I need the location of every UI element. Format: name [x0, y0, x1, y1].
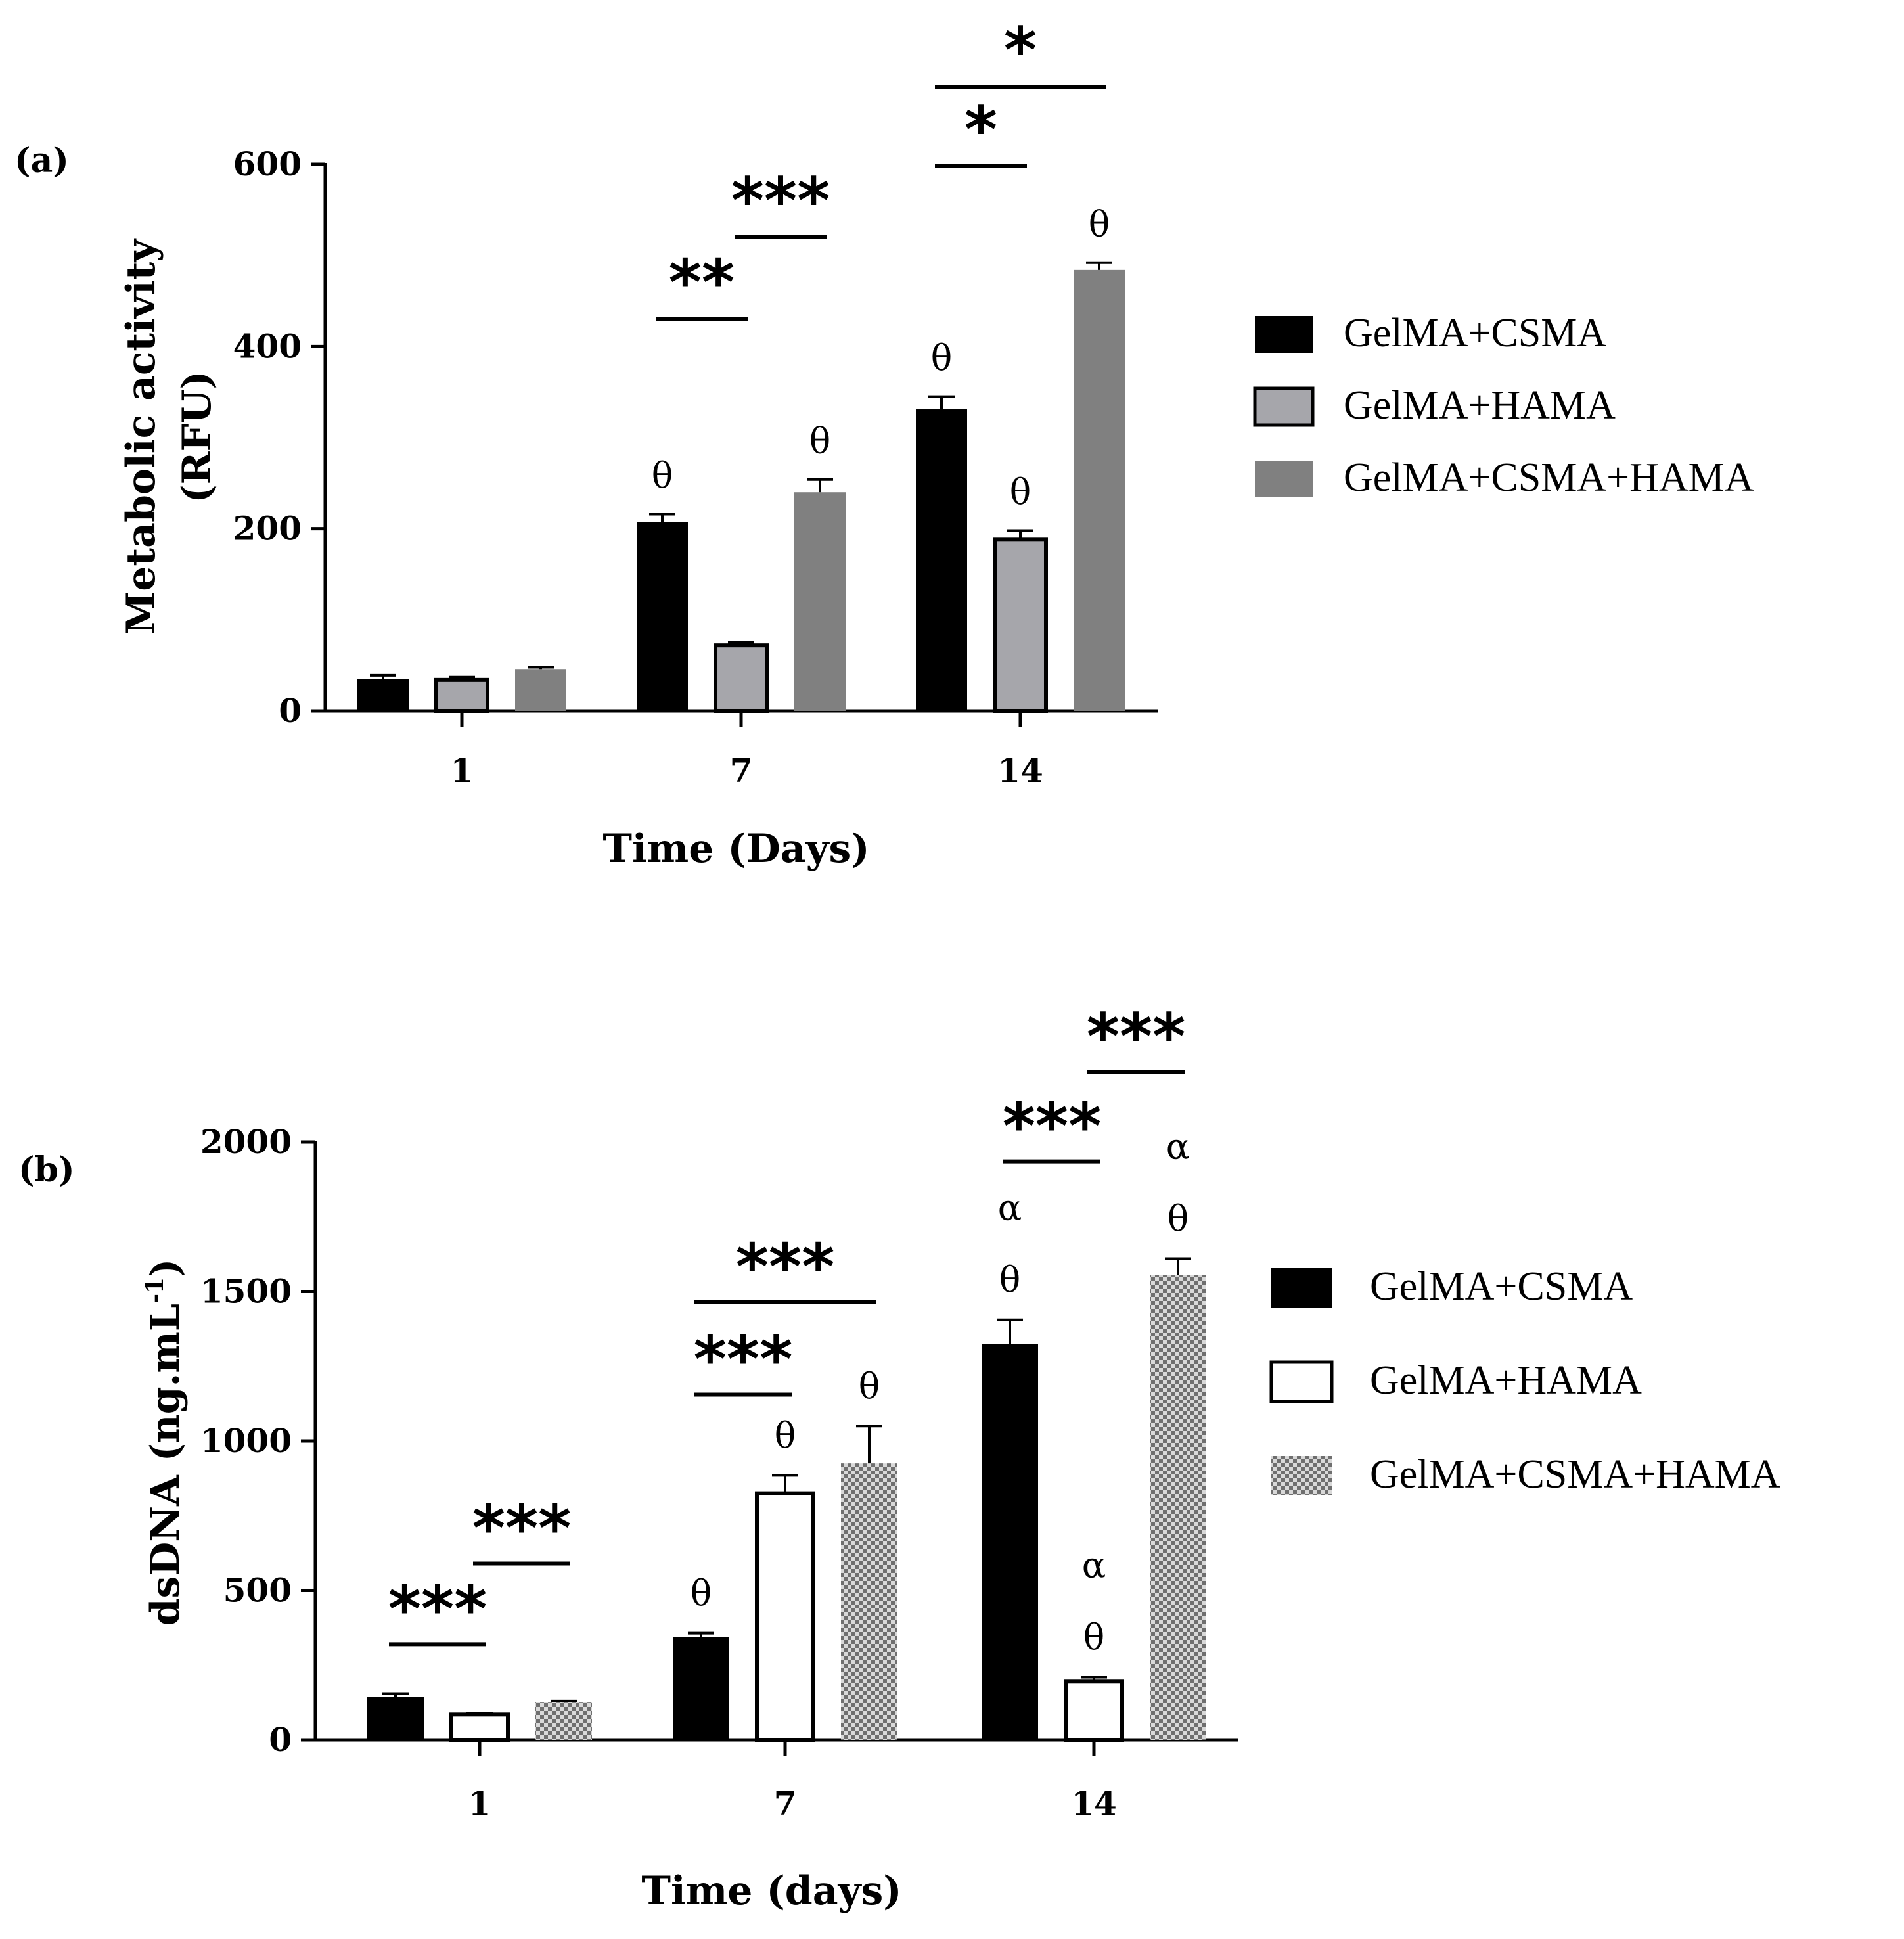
theta-mark: θ — [652, 455, 673, 496]
bar — [673, 1637, 729, 1740]
bar — [993, 537, 1048, 713]
legend-swatch — [1255, 461, 1313, 497]
legend-label: GelMA+CSMA+HAMA — [1370, 1452, 1780, 1497]
theta-mark: θ — [1083, 1616, 1105, 1658]
bar — [755, 1491, 815, 1742]
significance-label: * — [1004, 14, 1037, 87]
panel-label: (b) — [18, 1150, 75, 1190]
legend: GelMA+CSMA GelMA+HAMA GelMA+CSMA+HAMA — [1253, 311, 1754, 500]
x-tick-label: 1 — [468, 1784, 491, 1823]
panel-a: (a) 0 200 400 600 1 7 14 Time (Days) Metabolic ac… — [14, 14, 1754, 872]
bar — [1150, 1275, 1206, 1740]
y-tick-label: 2000 — [200, 1122, 292, 1161]
x-tick-label: 7 — [774, 1784, 797, 1823]
theta-mark: θ — [775, 1415, 796, 1456]
legend-label: GelMA+CSMA+HAMA — [1344, 455, 1754, 500]
significance-label: *** — [731, 164, 830, 238]
significance-label: *** — [694, 1323, 793, 1396]
alpha-mark: α — [1166, 1126, 1190, 1167]
legend: GelMA+CSMA GelMA+HAMA GelMA+CSMA+HAMA — [1269, 1264, 1780, 1497]
theta-mark: θ — [809, 421, 831, 462]
y-tick-label: 1500 — [200, 1272, 292, 1311]
y-tick-label: 400 — [233, 327, 302, 365]
alpha-mark: α — [998, 1187, 1022, 1229]
alpha-mark: α — [1082, 1544, 1106, 1585]
legend-swatch — [1269, 1360, 1334, 1403]
bar — [515, 669, 566, 711]
bar — [449, 1712, 510, 1742]
legend-swatch — [1255, 316, 1313, 353]
bar — [1064, 1679, 1124, 1742]
y-tick-label: 1000 — [200, 1421, 292, 1460]
bar — [841, 1463, 897, 1740]
theta-mark: θ — [1089, 204, 1110, 245]
significance-label: *** — [472, 1492, 572, 1566]
y-tick-label: 500 — [223, 1571, 292, 1610]
bar — [434, 677, 489, 714]
panel-label: (a) — [14, 141, 69, 181]
theta-mark: θ — [859, 1365, 880, 1407]
y-tick-label: 0 — [269, 1720, 292, 1759]
bar — [982, 1344, 1038, 1740]
legend-swatch — [1253, 386, 1315, 427]
bar — [367, 1697, 424, 1740]
x-axis-title: Time (days) — [641, 1868, 901, 1914]
legend-label: GelMA+HAMA — [1370, 1358, 1642, 1403]
theta-mark: θ — [999, 1260, 1021, 1301]
significance-label: *** — [1087, 1000, 1186, 1074]
significance-label: ** — [669, 246, 735, 320]
bar — [357, 679, 409, 711]
x-tick-label: 14 — [1071, 1784, 1117, 1823]
bar — [535, 1702, 592, 1740]
y-axis-unit: (RFU) — [174, 371, 220, 503]
y-axis-title: dsDNA (ng.mL-1) — [141, 1259, 189, 1626]
panel-b: (b) 0 500 1000 1500 2000 1 7 14 Time (days) dsDNA … — [18, 1000, 1780, 1914]
legend-swatch — [1271, 1268, 1332, 1308]
y-tick-label: 200 — [233, 509, 302, 548]
x-tick-label: 1 — [451, 751, 474, 790]
y-tick-label: 0 — [279, 691, 302, 730]
legend-label: GelMA+HAMA — [1344, 383, 1616, 428]
theta-mark: θ — [1167, 1198, 1189, 1239]
bar — [637, 522, 688, 711]
x-axis-title: Time (Days) — [602, 826, 869, 872]
theta-mark: θ — [931, 338, 953, 379]
y-tick-label: 600 — [233, 145, 302, 183]
legend-label: GelMA+CSMA — [1370, 1264, 1633, 1309]
legend-swatch — [1271, 1456, 1332, 1495]
bar — [794, 492, 846, 711]
significance-label: *** — [736, 1230, 835, 1304]
x-tick-label: 7 — [730, 751, 753, 790]
legend-label: GelMA+CSMA — [1344, 311, 1606, 355]
bar — [916, 409, 967, 711]
significance-label: *** — [388, 1572, 487, 1646]
theta-mark: θ — [1010, 471, 1031, 513]
y-axis-title: Metabolic activity — [118, 238, 164, 635]
bar — [714, 643, 769, 713]
significance-label: * — [964, 93, 997, 167]
significance-label: *** — [1003, 1090, 1102, 1164]
x-tick-label: 14 — [997, 751, 1043, 790]
bar — [1074, 269, 1125, 711]
theta-mark: θ — [691, 1573, 712, 1614]
